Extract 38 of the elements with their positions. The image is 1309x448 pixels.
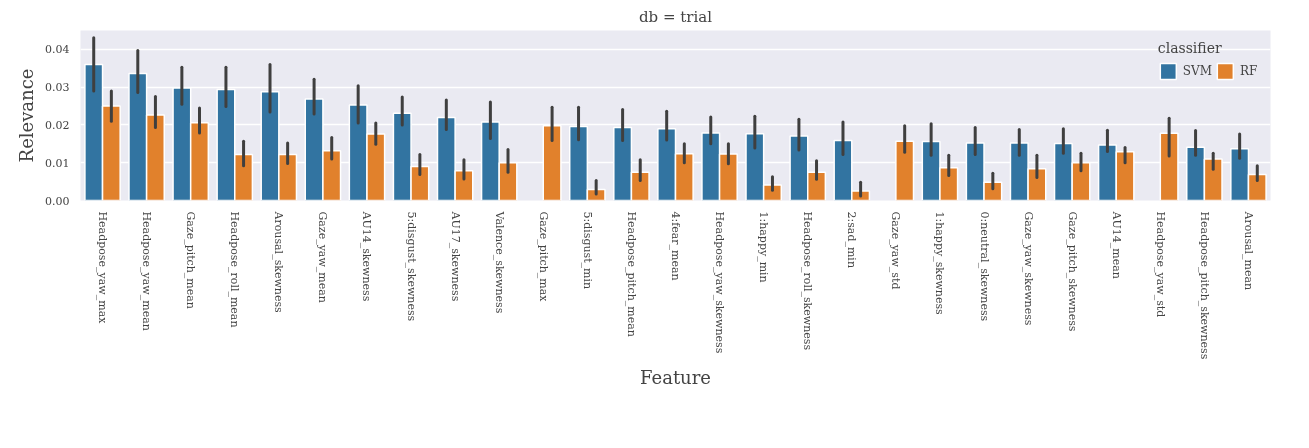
y-axis-title: Relevance xyxy=(16,68,38,163)
x-tick-label: Valence_skewness xyxy=(492,210,506,314)
x-tick-label: Headpose_yaw_mean xyxy=(140,211,154,331)
x-tick-label: Headpose_roll_skewness xyxy=(801,211,815,351)
x-tick-label: Gaze_pitch_skewness xyxy=(1065,211,1079,332)
y-tick-label: 0.03 xyxy=(45,81,70,95)
x-tick-label: AU14_mean xyxy=(1109,210,1123,279)
x-tick-label: Arousal_mean xyxy=(1241,210,1255,291)
y-tick-label: 0.04 xyxy=(45,43,70,57)
legend-title: classifier xyxy=(1157,40,1223,56)
legend-label: RF xyxy=(1240,64,1259,78)
x-tick-label: 2:sad_min xyxy=(845,211,859,268)
x-tick-label: Headpose_pitch_mean xyxy=(624,211,638,337)
chart-title: db = trial xyxy=(638,7,713,26)
x-tick-label: Arousal_skewness xyxy=(272,210,286,314)
x-tick-label: AU14_skewness xyxy=(360,210,374,302)
x-tick-label: Headpose_yaw_std xyxy=(1153,211,1167,318)
x-tick-label: 0:neutral_skewness xyxy=(977,211,991,322)
y-tick-label: 0.01 xyxy=(45,156,70,170)
x-tick-label: AU17_skewness xyxy=(448,210,462,302)
x-tick-label: Gaze_yaw_mean xyxy=(316,211,330,303)
x-tick-label: 4:fear_mean xyxy=(669,211,682,281)
x-tick-label: Headpose_pitch_skewness xyxy=(1197,211,1211,360)
x-tick-label: Gaze_yaw_std xyxy=(889,211,903,290)
x-tick-label: Gaze_yaw_skewness xyxy=(1021,211,1035,326)
y-tick-label: 0.02 xyxy=(45,118,70,132)
x-tick-label: Headpose_yaw_max xyxy=(96,211,110,325)
x-tick-label: 5:disgust_min xyxy=(580,211,594,290)
x-tick-label: 1:happy_skewness xyxy=(933,211,947,316)
y-tick-label: 0.00 xyxy=(45,194,70,208)
x-tick-label: Headpose_roll_mean xyxy=(228,211,242,328)
x-axis-title: Feature xyxy=(640,367,711,389)
x-tick-label: Headpose_yaw_skewness xyxy=(713,211,727,354)
x-tick-label: Gaze_pitch_mean xyxy=(184,211,198,309)
x-tick-label: 1:happy_min xyxy=(757,211,771,283)
x-tick-label: Gaze_pitch_max xyxy=(536,211,550,303)
x-tick-label: 5:disgust_skewness xyxy=(404,211,418,322)
legend-label: SVM xyxy=(1182,64,1212,78)
